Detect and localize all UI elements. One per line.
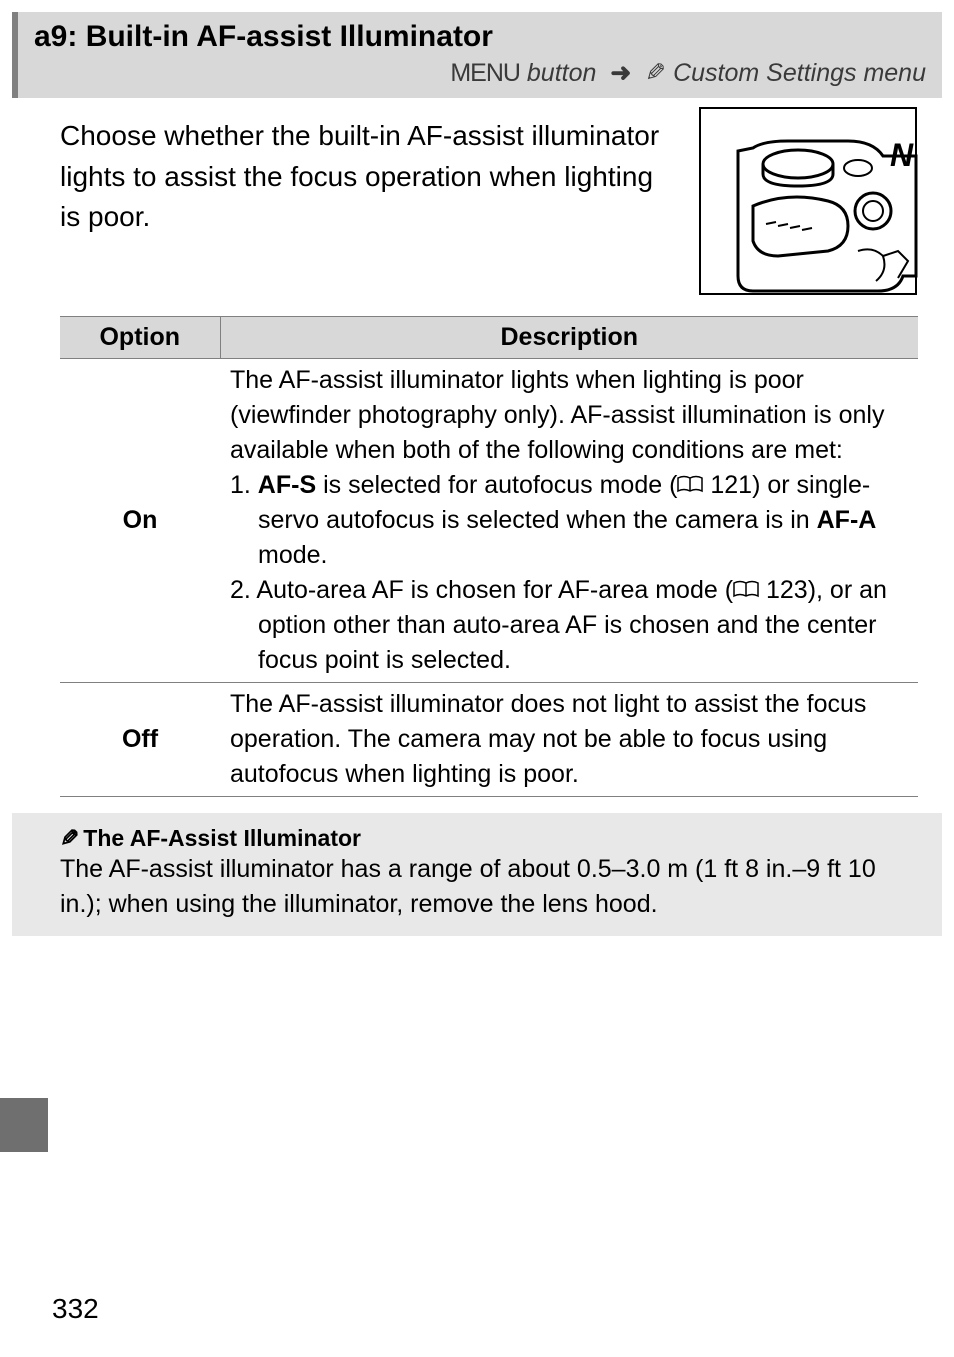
body-content: Choose whether the built-in AF-assist il… — [0, 98, 954, 296]
option-off: Off — [60, 683, 220, 797]
note-pencil-icon: ✎ — [60, 825, 79, 852]
book-icon — [733, 580, 759, 598]
intro-text: Choose whether the built-in AF-assist il… — [60, 116, 674, 238]
note-title-text: The AF-Assist Illuminator — [83, 825, 361, 851]
note-text: The AF-assist illuminator has a range of… — [60, 852, 918, 922]
svg-text:N: N — [890, 137, 914, 173]
table-row: On The AF-assist illuminator lights when… — [60, 359, 918, 683]
description-off: The AF-assist illuminator does not light… — [220, 683, 918, 797]
on-intro: The AF-assist illuminator lights when li… — [230, 363, 908, 468]
book-icon — [677, 475, 703, 493]
header-description: Description — [220, 317, 918, 359]
on-list: 1. AF-S is selected for autofocus mode (… — [230, 468, 908, 678]
menu-suffix: Custom Settings menu — [673, 59, 926, 87]
note-section: ✎The AF-Assist Illuminator The AF-assist… — [12, 813, 942, 936]
menu-path: MENU button ➜ ✎ Custom Settings menu — [18, 58, 942, 98]
option-on: On — [60, 359, 220, 683]
section-title: a9: Built-in AF-assist Illuminator — [18, 12, 942, 58]
on-item-1: 1. AF-S is selected for autofocus mode (… — [230, 468, 908, 573]
pencil-icon: ✎ — [645, 58, 666, 88]
page-number: 332 — [52, 1293, 99, 1325]
button-text: button — [527, 59, 597, 87]
menu-label: MENU — [450, 59, 520, 87]
arrow-icon: ➜ — [610, 59, 631, 87]
header-option: Option — [60, 317, 220, 359]
header-panel: a9: Built-in AF-assist Illuminator MENU … — [12, 12, 942, 98]
camera-illustration: N — [698, 106, 918, 296]
on-item-2: 2. Auto-area AF is chosen for AF-area mo… — [230, 573, 908, 678]
note-title: ✎The AF-Assist Illuminator — [60, 825, 918, 852]
side-tab — [0, 1098, 48, 1152]
table-header-row: Option Description — [60, 317, 918, 359]
table-row: Off The AF-assist illuminator does not l… — [60, 683, 918, 797]
description-on: The AF-assist illuminator lights when li… — [220, 359, 918, 683]
options-table: Option Description On The AF-assist illu… — [60, 316, 918, 797]
